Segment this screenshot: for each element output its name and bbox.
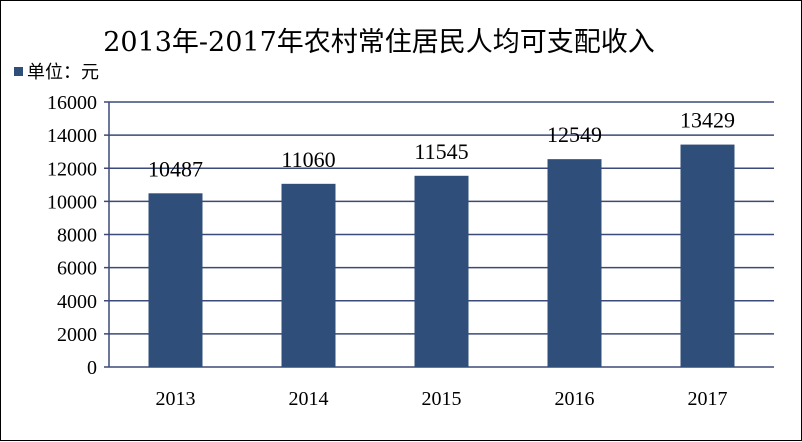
bar — [148, 193, 203, 367]
y-tick-label: 8000 — [57, 225, 97, 247]
y-tick-label: 0 — [87, 357, 97, 379]
chart-title: 2013年-2017年农村常住居民人均可支配收入 — [103, 27, 655, 58]
x-tick-label: 2015 — [422, 388, 462, 410]
y-tick-label: 10000 — [47, 191, 97, 213]
data-label: 11060 — [281, 147, 335, 172]
bar — [414, 175, 469, 367]
y-tick-label: 2000 — [57, 324, 97, 346]
y-tick-label: 4000 — [57, 291, 97, 313]
x-tick-label: 2016 — [555, 388, 595, 410]
bar — [547, 159, 602, 367]
y-tick-label: 14000 — [47, 125, 97, 147]
data-label: 11545 — [414, 139, 468, 164]
x-axis-ticks: 2013 2014 2015 2016 2017 — [156, 388, 728, 410]
data-label: 12549 — [547, 122, 602, 147]
y-axis-ticks: 0 2000 4000 6000 8000 10000 12000 14000 16000 — [47, 92, 97, 379]
y-tick-label: 12000 — [47, 158, 97, 180]
bar — [680, 144, 735, 367]
bar — [281, 183, 336, 367]
x-tick-label: 2014 — [289, 388, 329, 410]
x-tick-label: 2013 — [156, 388, 196, 410]
bars — [148, 144, 735, 367]
y-tick-label: 6000 — [57, 258, 97, 280]
legend-swatch — [14, 67, 23, 76]
x-tick-label: 2017 — [688, 388, 728, 410]
data-label: 13429 — [680, 108, 735, 133]
y-tick-label: 16000 — [47, 92, 97, 114]
data-label: 10487 — [148, 156, 203, 181]
legend-label: 单位：元 — [27, 62, 99, 83]
data-labels: 10487 11060 11545 12549 13429 — [148, 108, 735, 182]
